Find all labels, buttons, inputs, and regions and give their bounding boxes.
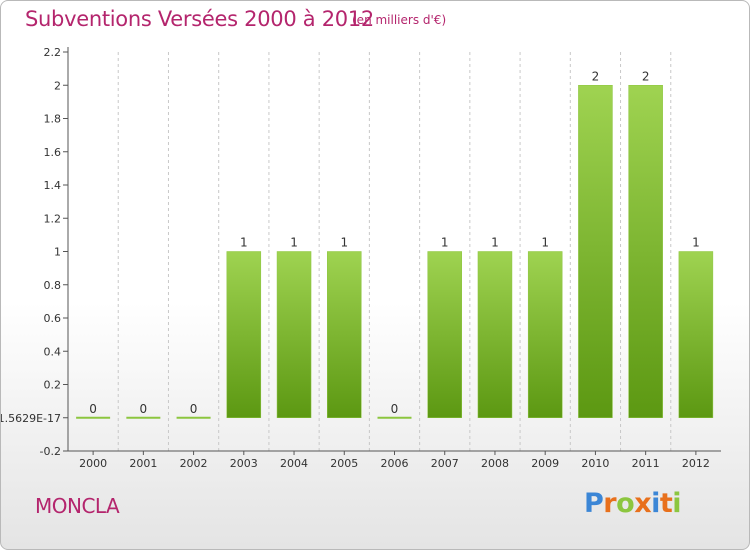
logo-letter: i	[672, 488, 682, 519]
chart-subtitle: (en milliers d'€)	[352, 13, 447, 27]
x-tick-label: 2008	[481, 457, 509, 470]
y-tick-label: 2	[54, 79, 61, 92]
x-tick-label: 2002	[180, 457, 208, 470]
bar	[678, 251, 714, 418]
data-label: 2	[592, 69, 600, 83]
commune-name: MONCLA	[35, 494, 120, 518]
bar	[477, 251, 513, 418]
logo-letter: r	[603, 488, 617, 519]
bar	[628, 85, 663, 418]
y-tick-label: -0.2	[40, 445, 61, 458]
y-tick-label: 2.2	[44, 46, 62, 59]
data-label: 0	[140, 402, 148, 416]
x-tick-label: 2001	[129, 457, 157, 470]
data-label: 1	[340, 236, 348, 250]
bar	[427, 251, 462, 418]
data-label: 1	[491, 236, 499, 250]
x-tick-label: 2005	[330, 457, 358, 470]
y-tick-label: 0.4	[44, 345, 62, 358]
y-tick-label: 1	[54, 246, 61, 259]
x-tick-label: 2010	[581, 457, 609, 470]
logo-letter: o	[616, 488, 635, 519]
bar	[226, 251, 262, 418]
x-tick-label: 2004	[280, 457, 308, 470]
y-tick-label: 0.6	[44, 312, 62, 325]
bar	[327, 251, 362, 418]
y-tick-label: 1.8	[44, 113, 62, 126]
y-tick-label: 0.2	[44, 379, 62, 392]
x-tick-label: 2012	[682, 457, 710, 470]
x-tick-label: 2006	[381, 457, 409, 470]
y-tick-label: 1.4	[44, 179, 62, 192]
data-label: 1	[541, 236, 549, 250]
chart-title: Subventions Versées 2000 à 2012	[25, 7, 374, 31]
data-label: 1	[290, 236, 298, 250]
x-tick-label: 2007	[431, 457, 459, 470]
data-label: 2	[642, 69, 650, 83]
x-tick-label: 2003	[230, 457, 258, 470]
logo-letter: t	[659, 488, 673, 519]
data-label: 0	[391, 402, 399, 416]
data-label: 0	[190, 402, 198, 416]
y-tick-label: 1.6	[44, 146, 62, 159]
x-tick-label: 2011	[632, 457, 660, 470]
bar	[276, 251, 312, 418]
y-tick-label: 0.8	[44, 279, 62, 292]
logo-letter: P	[584, 488, 604, 519]
y-tick-label: -1.5629E-17	[1, 412, 61, 425]
data-label: 1	[692, 236, 700, 250]
proxiti-logo: Proxiti	[584, 488, 682, 519]
logo-letter: x	[634, 488, 652, 519]
x-tick-label: 2000	[79, 457, 107, 470]
y-tick-label: 1.2	[44, 212, 62, 225]
bar	[527, 251, 563, 418]
x-tick-label: 2009	[531, 457, 559, 470]
data-label: 0	[89, 402, 97, 416]
data-label: 1	[240, 236, 248, 250]
logo-letter: i	[651, 488, 660, 519]
data-label: 1	[441, 236, 449, 250]
bar	[578, 85, 613, 418]
